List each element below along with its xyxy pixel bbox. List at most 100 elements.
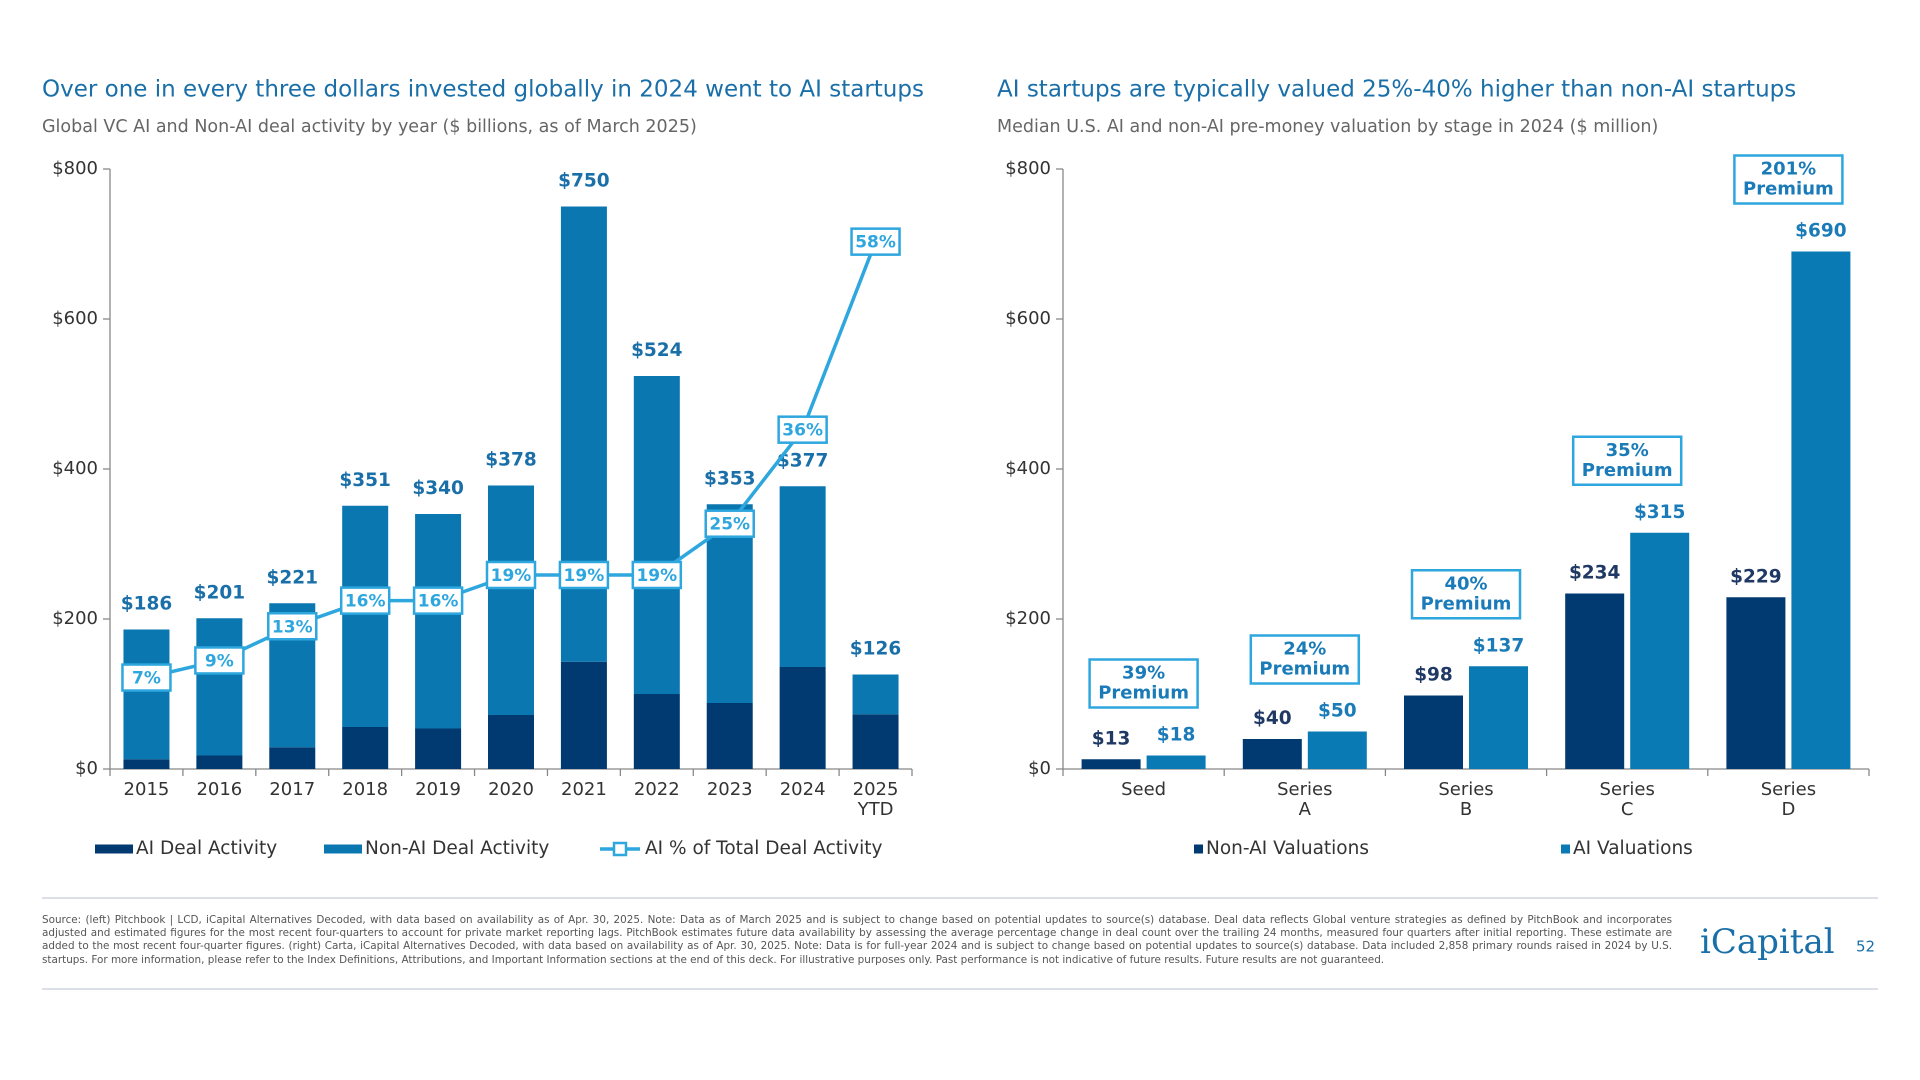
label-box <box>850 227 901 256</box>
legend-swatch <box>1194 844 1203 854</box>
x-tick-label: 2015 <box>124 779 170 800</box>
label-box <box>558 560 610 590</box>
total-label: $750 <box>558 171 610 192</box>
y-tick-label: $400 <box>52 458 98 479</box>
legend-marker <box>612 841 628 857</box>
value-label: $50 <box>1318 701 1357 722</box>
value-label: $18 <box>1157 725 1196 746</box>
total-label: $377 <box>777 450 829 471</box>
annotation: 35% <box>1606 440 1649 461</box>
x-tick-label: 2022 <box>634 779 680 800</box>
value-label: $40 <box>1253 708 1292 729</box>
value-label: 16% <box>418 592 459 612</box>
page-number: 52 <box>1856 938 1875 956</box>
bar <box>779 486 826 667</box>
annotation-box <box>1410 569 1522 620</box>
bar <box>269 747 316 769</box>
y-tick-label: $200 <box>1005 608 1051 629</box>
value-label: $234 <box>1569 563 1621 584</box>
label-box <box>631 560 683 590</box>
value-label: 36% <box>782 421 823 441</box>
legend-label: Non-AI Deal Activity <box>365 838 549 859</box>
x-tick-label: 2019 <box>415 779 461 800</box>
y-tick-label: $0 <box>1028 758 1051 779</box>
source-note: Source: (left) Pitchbook | LCD, iCapital… <box>42 914 1672 966</box>
bar <box>342 727 389 769</box>
total-label: $340 <box>412 478 464 499</box>
label-box <box>485 560 537 590</box>
total-label: $126 <box>850 639 902 660</box>
total-label: $221 <box>267 567 319 588</box>
annotation: Premium <box>1259 659 1350 680</box>
bar <box>852 674 899 715</box>
label-box <box>267 612 318 641</box>
value-label: 58% <box>855 233 896 253</box>
logo: iCapital <box>1700 922 1835 962</box>
value-label: 13% <box>272 617 313 637</box>
bar <box>1307 731 1367 769</box>
chart-title: AI startups are typically valued 25%-40%… <box>997 77 1796 103</box>
label-box <box>777 415 828 444</box>
bar <box>633 694 680 769</box>
bar <box>560 206 607 662</box>
chart-subtitle: Median U.S. AI and non-AI pre-money valu… <box>997 117 1658 137</box>
bar <box>196 755 243 769</box>
annotation-box <box>1571 435 1683 486</box>
annotation: Premium <box>1582 460 1673 481</box>
bar <box>123 629 170 760</box>
label-box <box>412 586 464 615</box>
value-label: 16% <box>345 592 386 612</box>
x-tick-label: 2017 <box>269 779 315 800</box>
value-label: $315 <box>1634 502 1686 523</box>
x-tick-label: Series C <box>1600 779 1655 820</box>
annotation-box <box>1088 658 1199 709</box>
x-tick-label: 2021 <box>561 779 607 800</box>
bar <box>1791 251 1851 769</box>
bar <box>1081 759 1141 769</box>
y-tick-label: $600 <box>1005 308 1051 329</box>
bar <box>415 514 462 729</box>
y-tick-label: $200 <box>52 608 98 629</box>
x-tick-label: 2025 YTD <box>853 779 899 820</box>
bar <box>415 728 462 769</box>
annotation: Premium <box>1421 593 1512 614</box>
value-label: 9% <box>205 651 234 671</box>
value-label: 19% <box>491 566 532 586</box>
bar <box>560 661 607 769</box>
total-label: $351 <box>339 470 391 491</box>
y-tick-label: $0 <box>75 758 98 779</box>
x-tick-label: 2018 <box>342 779 388 800</box>
x-tick-label: 2024 <box>780 779 826 800</box>
bar <box>1404 695 1463 769</box>
label-box <box>339 586 391 615</box>
bar <box>1469 666 1528 769</box>
value-label: 25% <box>709 515 750 535</box>
y-tick-label: $400 <box>1005 458 1051 479</box>
total-label: $378 <box>485 450 537 471</box>
bar <box>1726 597 1786 769</box>
annotation: 201% <box>1761 159 1817 180</box>
legend-label: AI % of Total Deal Activity <box>645 838 882 859</box>
chart-title: Over one in every three dollars invested… <box>42 77 924 103</box>
bar <box>779 667 826 769</box>
value-label: 19% <box>636 566 677 586</box>
x-tick-label: Series B <box>1438 779 1493 820</box>
bar <box>123 759 170 769</box>
x-tick-label: Series D <box>1761 779 1816 820</box>
legend-swatch <box>324 844 362 854</box>
annotation-box <box>1733 154 1844 205</box>
bar <box>706 703 753 769</box>
total-label: $201 <box>194 582 246 603</box>
value-label: $690 <box>1795 221 1847 242</box>
label-box <box>121 663 172 692</box>
bar <box>852 714 899 769</box>
y-tick-label: $800 <box>52 158 98 179</box>
total-label: $186 <box>121 594 173 615</box>
legend-label: AI Deal Activity <box>136 838 277 859</box>
bar <box>342 505 389 727</box>
value-label: 7% <box>132 669 161 689</box>
annotation: Premium <box>1098 683 1189 704</box>
legend-swatch <box>1561 844 1570 854</box>
bar <box>196 618 243 756</box>
